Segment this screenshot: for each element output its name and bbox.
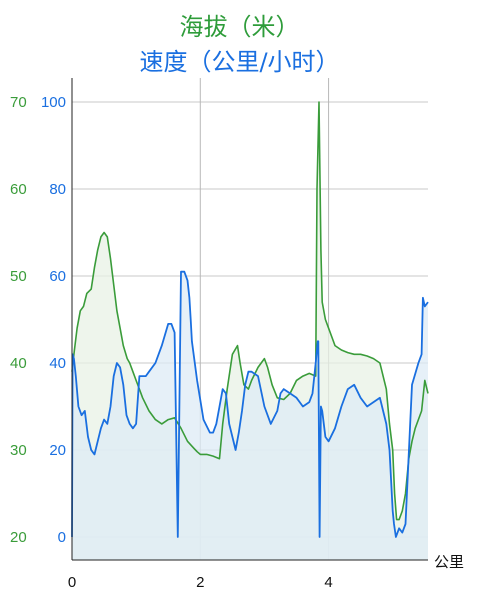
speed-tick-label: 60 [49,268,66,285]
x-tick-label: 4 [324,574,332,591]
speed-tick-label: 0 [58,529,66,546]
elevation-tick-label: 70 [10,94,27,111]
speed-tick-label: 20 [49,442,66,459]
elevation-tick-label: 40 [10,355,27,372]
speed-tick-label: 100 [41,94,66,111]
x-tick-label: 2 [196,574,204,591]
elevation-line [71,101,429,521]
speed-tick-label: 80 [49,181,66,198]
elevation-tick-label: 60 [10,181,27,198]
elevation-tick-label: 30 [10,442,27,459]
x-axis-label: 公里 [434,554,464,571]
elevation-title: 海拔（米） [179,13,300,41]
speed-line [71,270,429,538]
elevation-tick-label: 50 [10,268,27,285]
speed-title: 速度（公里/小时） [139,48,340,76]
speed-tick-label: 40 [49,355,66,372]
x-tick-label: 0 [68,574,76,591]
elevation-tick-label: 20 [10,529,27,546]
speed-area [72,271,428,560]
